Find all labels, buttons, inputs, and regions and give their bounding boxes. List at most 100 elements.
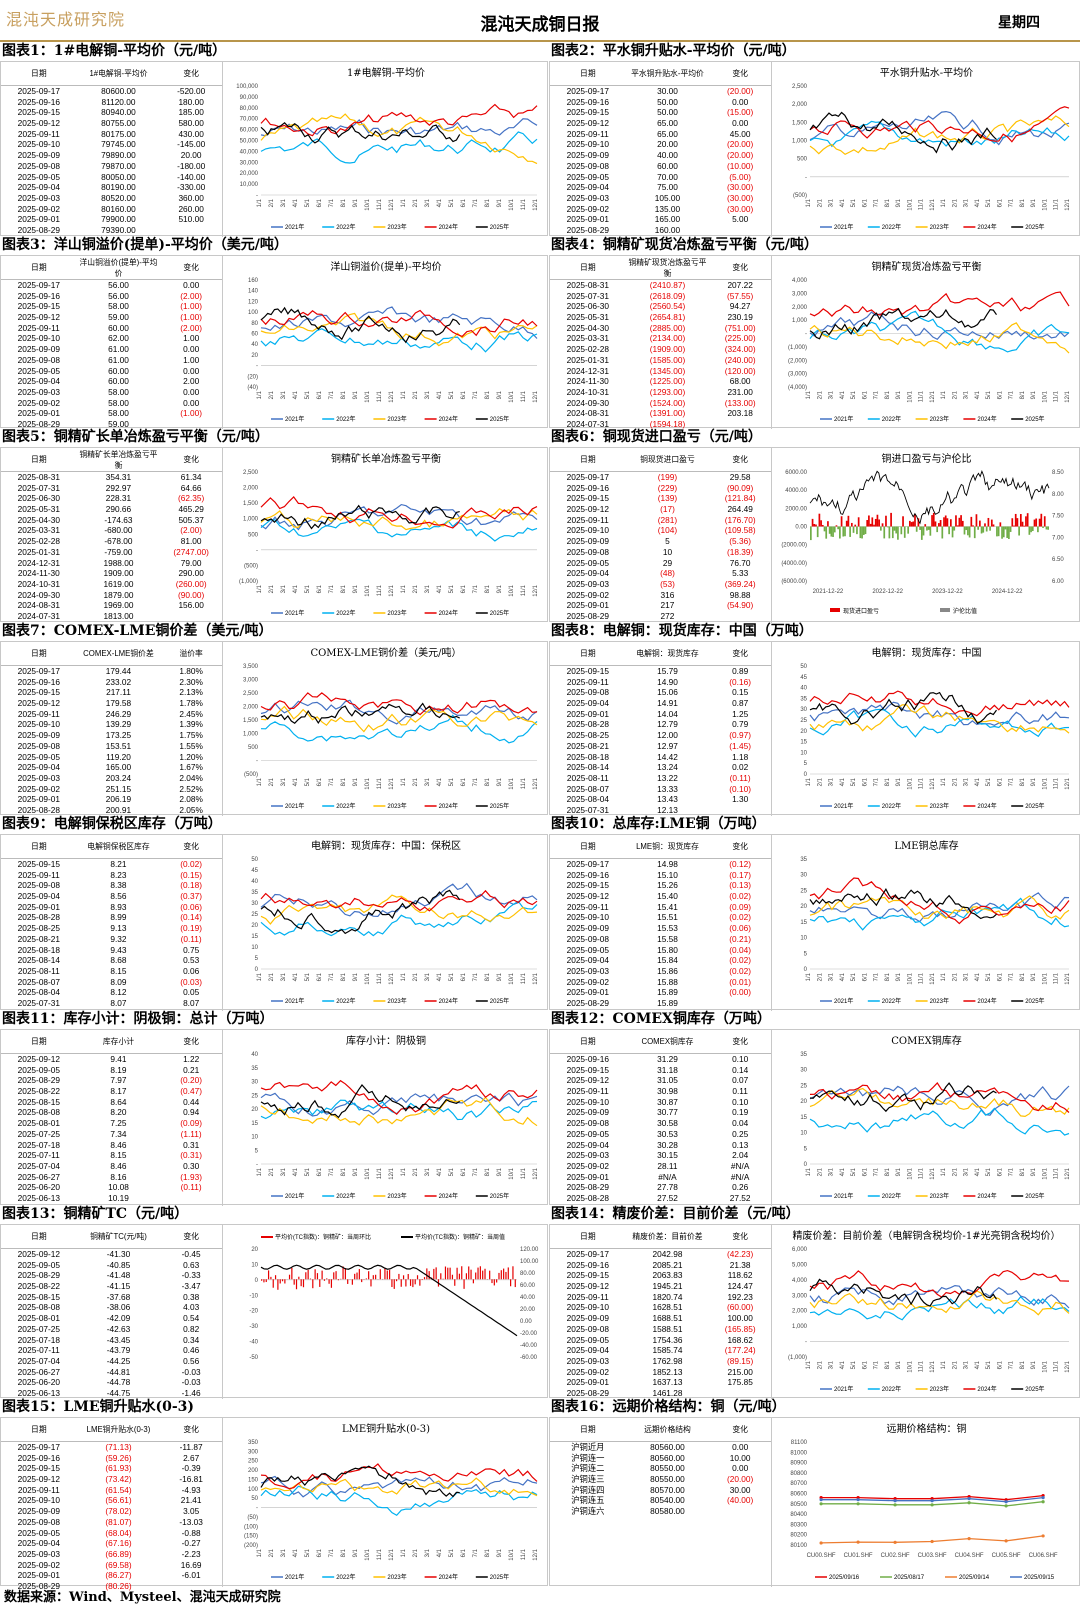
row-value: 80600.00 [101, 86, 136, 96]
table-row: 2025-09-10 139.29 1.39% [1, 719, 222, 730]
row-value: 31.29 [657, 1054, 678, 1064]
row-change: -2.23 [181, 1548, 201, 1559]
table-row: 2025-08-07 8.09 (0.03) [1, 977, 222, 988]
curve-point [1041, 1534, 1045, 1538]
data-table: 日期 铜精矿TC(元/吨) 变化 2025-09-12 -41.30 -0.45 2025-… [1, 1225, 223, 1399]
profit-bar [929, 526, 932, 536]
row-value: 1585.74 [652, 1345, 683, 1356]
series-line-2022年 [809, 1295, 1070, 1321]
row-date: 2025-09-12 [566, 1075, 610, 1086]
profit-bar [859, 526, 862, 539]
x-tick-label: 3/1 [281, 972, 287, 981]
profit-bar [871, 517, 874, 527]
row-date: 2025-09-15 [566, 107, 610, 118]
row-date: 2024-08-31 [566, 408, 610, 419]
column-header: 电解铜：现货库存 [636, 649, 699, 658]
profit-bar [975, 514, 978, 527]
x-tick-label: 11/1 [377, 777, 383, 789]
row-change: (0.14) [180, 912, 202, 923]
row-date: 2024-10-31 [17, 578, 61, 589]
table-row: 2025-09-05 30.53 0.25 [550, 1129, 771, 1140]
x-tick-label: 11/1 [377, 584, 383, 596]
x-tick-label: 5/1 [851, 972, 857, 981]
x-tick-label: 11/1 [377, 390, 383, 402]
series-line-2021年 [809, 701, 1070, 726]
chart-svg: 精废价差：目前价差（电解铜含税均价-1#光亮铜含税均价）6,0005,0004,… [788, 1229, 1071, 1393]
column-header: 铜精矿现货冶炼盈亏平衡 [628, 257, 707, 278]
table-row: 2025-08-21 9.32 (0.11) [1, 934, 222, 945]
x-tick-label: 5/1 [449, 1167, 455, 1176]
tc-change-bar [398, 1273, 400, 1280]
y-tick-label: 5 [255, 956, 259, 962]
row-change: (54.90) [726, 600, 754, 611]
y-tick-label: 40 [251, 342, 258, 348]
y-tick-label: 15 [800, 920, 807, 926]
row-value: (2654.81) [649, 312, 686, 323]
row-change: 98.88 [729, 589, 751, 600]
chart-svg: 平水铜升贴水-平均价2,5002,0001,5001,000500-(500)1… [792, 66, 1071, 231]
x-tick-label: 6/1 [862, 198, 868, 207]
x-tick-label: 11/1 [1054, 198, 1060, 210]
row-date: 2025-09-17 [566, 1249, 610, 1259]
row-value: 1909.00 [103, 568, 134, 579]
profit-bar [946, 518, 949, 527]
row-change: -520.00 [177, 86, 206, 96]
table-row: 2025-08-25 12.00 (0.97) [550, 730, 771, 741]
x-tick-label: 8/1 [885, 390, 891, 399]
row-date: 2025-09-05 [17, 1259, 61, 1270]
y-tick-label: (20) [247, 374, 258, 380]
table-row: 2025-09-11 246.29 2.45% [1, 709, 222, 720]
y-tick-label: 30,000 [240, 160, 259, 166]
row-change: 0.11 [732, 1086, 748, 1097]
row-value: 290.66 [105, 504, 132, 515]
x-tick-label: 12/1 [930, 972, 936, 984]
x-tick-label: 4/1 [293, 198, 299, 207]
row-value: 80570.00 [650, 1484, 685, 1495]
table-row: 2025-09-11 15.41 (0.09) [550, 902, 771, 913]
x-tick-label: 12/1 [1065, 777, 1071, 789]
profit-bar [868, 515, 870, 527]
y-tick-label: 60,000 [240, 128, 259, 134]
x-tick-label: 8/1 [885, 972, 891, 981]
x-tick-label: 3/1 [281, 584, 287, 593]
y-tick-label: 0 [255, 1278, 259, 1284]
x-tick-label: 11/1 [521, 777, 527, 789]
tc-change-bar [328, 1279, 330, 1284]
series-line-2024年 [260, 309, 538, 338]
y-tick-label: 3,500 [243, 664, 259, 670]
table-row: 沪铜连三 80550.00 (20.00) [550, 1474, 771, 1485]
table-row: 2025-09-15 50.00 (15.00) [550, 107, 771, 118]
x-tick-label: 10/1 [907, 777, 913, 789]
column-header: COMEX-LME铜价差 [83, 649, 154, 658]
x-tick-label: 12/1 [930, 390, 936, 402]
profit-bar [1031, 526, 1034, 532]
row-date: 2025-09-01 [17, 408, 61, 419]
row-value: -41.30 [106, 1249, 131, 1259]
curve-point [967, 1537, 971, 1541]
row-value: 1461.28 [652, 1387, 683, 1398]
table-row: 2025-09-01 217 (54.90) [550, 600, 771, 611]
table-row: 2025-09-15 31.18 0.14 [550, 1065, 771, 1076]
table-row: 2025-09-03 80520.00 360.00 [1, 193, 222, 204]
row-value: (229) [657, 482, 678, 493]
table-row: 2025-09-11 30.98 0.11 [550, 1086, 771, 1097]
table-row: 2025-09-15 (61.93) -0.39 [1, 1463, 222, 1474]
legend-label: 2021年 [834, 223, 853, 231]
profit-bar [996, 526, 998, 537]
y-tick-label: 20 [251, 353, 258, 359]
x-tick-label: 6/1 [997, 198, 1003, 207]
x-tick-label: CU06.SHF [1029, 1553, 1058, 1559]
row-change: (133.00) [724, 397, 756, 408]
y-tick-label: 2,000 [243, 705, 259, 711]
table-row: 2025-09-15 8.21 (0.02) [1, 859, 222, 870]
row-value: (1293.00) [649, 386, 686, 397]
profit-bar [835, 525, 838, 527]
table-row: 2025-07-11 8.15 (0.31) [1, 1150, 222, 1161]
row-date: 2025-09-08 [17, 1516, 61, 1527]
x-tick-label: 12/1 [533, 198, 539, 210]
table-row: 2025-09-15 80940.00 185.00 [1, 107, 222, 118]
column-header: 日期 [580, 1425, 596, 1434]
tc-change-bar [405, 1279, 407, 1287]
series-line-2023年 [809, 704, 1070, 734]
